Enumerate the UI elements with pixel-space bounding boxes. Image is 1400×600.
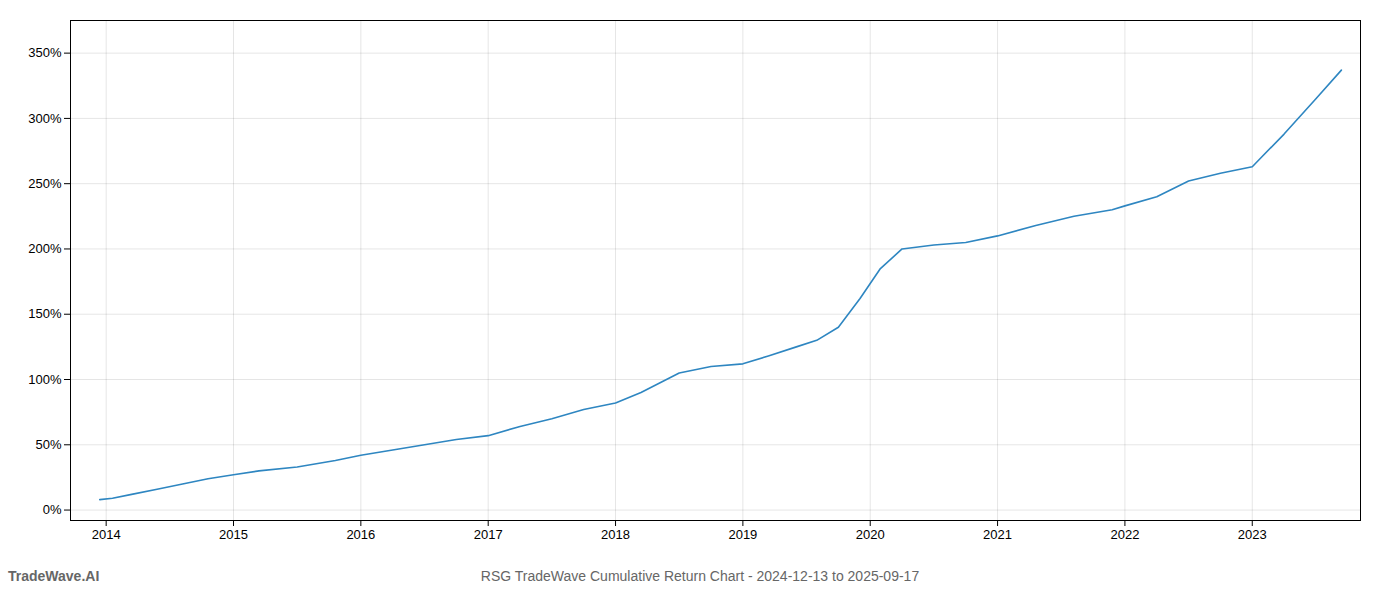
svg-text:250%: 250%: [28, 176, 62, 191]
svg-text:2017: 2017: [474, 527, 503, 542]
svg-text:150%: 150%: [28, 306, 62, 321]
svg-text:2021: 2021: [983, 527, 1012, 542]
html-text:RSG TradeWave Cumulative Retur: RSG TradeWave Cumulative Return Chart - …: [480, 568, 920, 584]
html-text:TradeWave.AI: TradeWave.AI: [8, 568, 100, 584]
svg-text:2015: 2015: [219, 527, 248, 542]
svg-text:2019: 2019: [728, 527, 757, 542]
svg-text:2016: 2016: [346, 527, 375, 542]
svg-text:200%: 200%: [28, 241, 62, 256]
svg-text:2014: 2014: [92, 527, 121, 542]
svg-text:2023: 2023: [1238, 527, 1267, 542]
svg-text:2018: 2018: [601, 527, 630, 542]
svg-text:0%: 0%: [43, 502, 62, 517]
svg-text:350%: 350%: [28, 45, 62, 60]
svg-text:300%: 300%: [28, 111, 62, 126]
svg-text:2020: 2020: [856, 527, 885, 542]
svg-text:100%: 100%: [28, 372, 62, 387]
svg-text:2022: 2022: [1110, 527, 1139, 542]
svg-text:50%: 50%: [35, 437, 61, 452]
